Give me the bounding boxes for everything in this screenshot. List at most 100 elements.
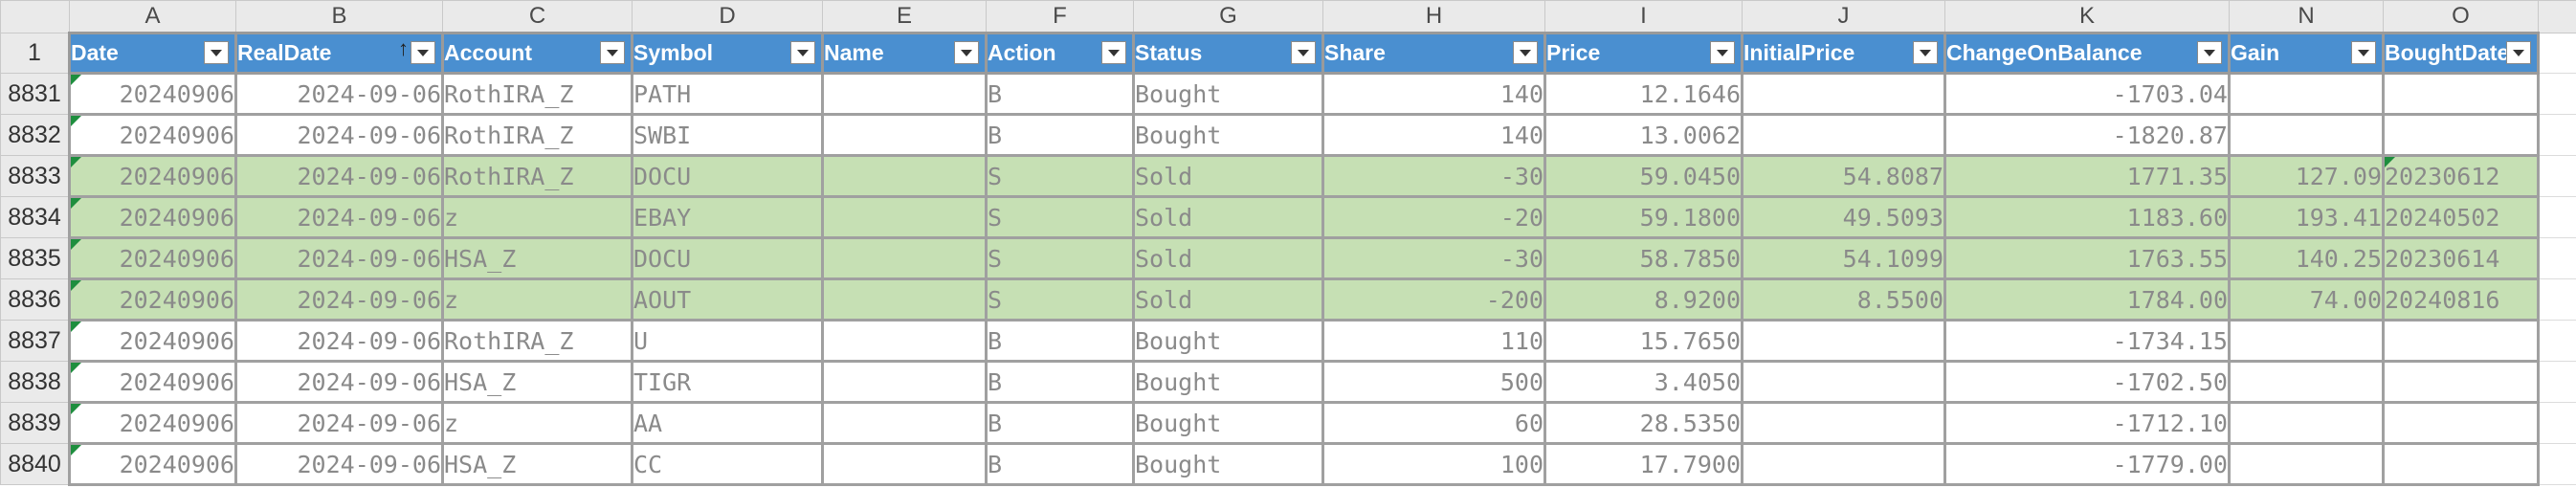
column-header-h[interactable]: H [1322,0,1545,33]
cell-real-date[interactable]: 2024-09-06 [234,72,444,116]
cell-gain[interactable]: 127.09 [2228,154,2385,198]
cell-account[interactable]: z [441,401,633,445]
column-header-b[interactable]: B [235,0,443,33]
cell-bought-date[interactable] [2382,319,2540,363]
row-header[interactable]: 8839 [0,402,70,444]
cell-real-date[interactable]: 2024-09-06 [234,195,444,239]
cell-account[interactable]: HSA_Z [441,360,633,404]
cell-action[interactable]: S [985,195,1135,239]
cell-account[interactable]: RothIRA_Z [441,154,633,198]
column-header-a[interactable]: A [69,0,236,33]
cell-status[interactable]: Sold [1132,195,1324,239]
cell-action[interactable]: B [985,319,1135,363]
cell-action[interactable]: B [985,113,1135,157]
header-cell-share[interactable]: Share [1321,32,1546,75]
cell-change-on-balance[interactable]: 1771.35 [1943,154,2231,198]
cell-real-date[interactable]: 2024-09-06 [234,154,444,198]
cell-status[interactable]: Bought [1132,72,1324,116]
filter-dropdown-icon[interactable] [1913,41,1938,64]
cell-account[interactable]: z [441,277,633,322]
cell-initial-price[interactable] [1741,360,1946,404]
cell-name[interactable] [821,401,988,445]
cell-initial-price[interactable]: 8.5500 [1741,277,1946,322]
column-header-d[interactable]: D [632,0,823,33]
cell-status[interactable]: Bought [1132,360,1324,404]
cell-share[interactable]: 60 [1321,401,1546,445]
column-header-i[interactable]: I [1544,0,1743,33]
column-header-c[interactable]: C [442,0,633,33]
header-cell-bought-date[interactable]: BoughtDate [2382,32,2540,75]
cell-symbol[interactable]: TIGR [631,360,824,404]
cell-change-on-balance[interactable]: -1702.50 [1943,360,2231,404]
select-all-corner[interactable] [0,0,70,33]
cell-gain[interactable]: 74.00 [2228,277,2385,322]
cell-date[interactable]: 20240906 [68,236,237,280]
filter-dropdown-icon[interactable] [600,41,625,64]
cell-change-on-balance[interactable]: 1183.60 [1943,195,2231,239]
header-cell-gain[interactable]: Gain [2228,32,2385,75]
cell-change-on-balance[interactable]: -1779.00 [1943,442,2231,486]
cell-bought-date[interactable] [2382,442,2540,486]
cell-action[interactable]: S [985,236,1135,280]
cell-symbol[interactable]: DOCU [631,236,824,280]
cell-name[interactable] [821,154,988,198]
cell-gain[interactable] [2228,113,2385,157]
header-cell-initial-price[interactable]: InitialPrice [1741,32,1946,75]
filter-dropdown-icon[interactable] [2506,41,2531,64]
header-cell-change-on-balance[interactable]: ChangeOnBalance [1943,32,2231,75]
cell-name[interactable] [821,319,988,363]
row-header[interactable]: 8834 [0,196,70,238]
cell-name[interactable] [821,113,988,157]
cell-price[interactable]: 15.7650 [1543,319,1743,363]
cell-initial-price[interactable] [1741,442,1946,486]
cell-date[interactable]: 20240906 [68,154,237,198]
cell-status[interactable]: Sold [1132,236,1324,280]
cell-status[interactable]: Bought [1132,113,1324,157]
cell-gain[interactable]: 193.41 [2228,195,2385,239]
cell-change-on-balance[interactable]: -1820.87 [1943,113,2231,157]
cell-price[interactable]: 59.1800 [1543,195,1743,239]
cell-status[interactable]: Sold [1132,277,1324,322]
filter-dropdown-icon[interactable] [1291,41,1316,64]
filter-dropdown-icon[interactable] [790,41,815,64]
cell-initial-price[interactable] [1741,401,1946,445]
cell-price[interactable]: 17.7900 [1543,442,1743,486]
cell-date[interactable]: 20240906 [68,277,237,322]
cell-action[interactable]: B [985,401,1135,445]
cell-account[interactable]: HSA_Z [441,236,633,280]
filter-dropdown-icon[interactable] [2197,41,2222,64]
header-cell-name[interactable]: Name [821,32,988,75]
cell-status[interactable]: Bought [1132,442,1324,486]
cell-bought-date[interactable] [2382,360,2540,404]
cell-share[interactable]: -30 [1321,154,1546,198]
cell-action[interactable]: S [985,277,1135,322]
cell-real-date[interactable]: 2024-09-06 [234,360,444,404]
cell-name[interactable] [821,442,988,486]
cell-share[interactable]: 100 [1321,442,1546,486]
cell-initial-price[interactable]: 49.5093 [1741,195,1946,239]
row-header[interactable]: 8835 [0,237,70,279]
column-header-e[interactable]: E [822,0,987,33]
cell-account[interactable]: RothIRA_Z [441,113,633,157]
cell-name[interactable] [821,277,988,322]
filter-dropdown-icon[interactable] [204,41,229,64]
cell-change-on-balance[interactable]: 1763.55 [1943,236,2231,280]
cell-initial-price[interactable] [1741,72,1946,116]
cell-price[interactable]: 12.1646 [1543,72,1743,116]
cell-price[interactable]: 8.9200 [1543,277,1743,322]
header-cell-status[interactable]: Status [1132,32,1324,75]
cell-change-on-balance[interactable]: -1734.15 [1943,319,2231,363]
cell-change-on-balance[interactable]: 1784.00 [1943,277,2231,322]
cell-initial-price[interactable] [1741,319,1946,363]
filter-dropdown-icon[interactable] [1710,41,1735,64]
cell-status[interactable]: Bought [1132,319,1324,363]
cell-real-date[interactable]: 2024-09-06 [234,277,444,322]
filter-dropdown-icon[interactable] [2351,41,2376,64]
cell-share[interactable]: 140 [1321,72,1546,116]
column-header-n[interactable]: N [2229,0,2384,33]
cell-status[interactable]: Bought [1132,401,1324,445]
cell-name[interactable] [821,195,988,239]
cell-initial-price[interactable] [1741,113,1946,157]
cell-price[interactable]: 59.0450 [1543,154,1743,198]
cell-share[interactable]: -200 [1321,277,1546,322]
